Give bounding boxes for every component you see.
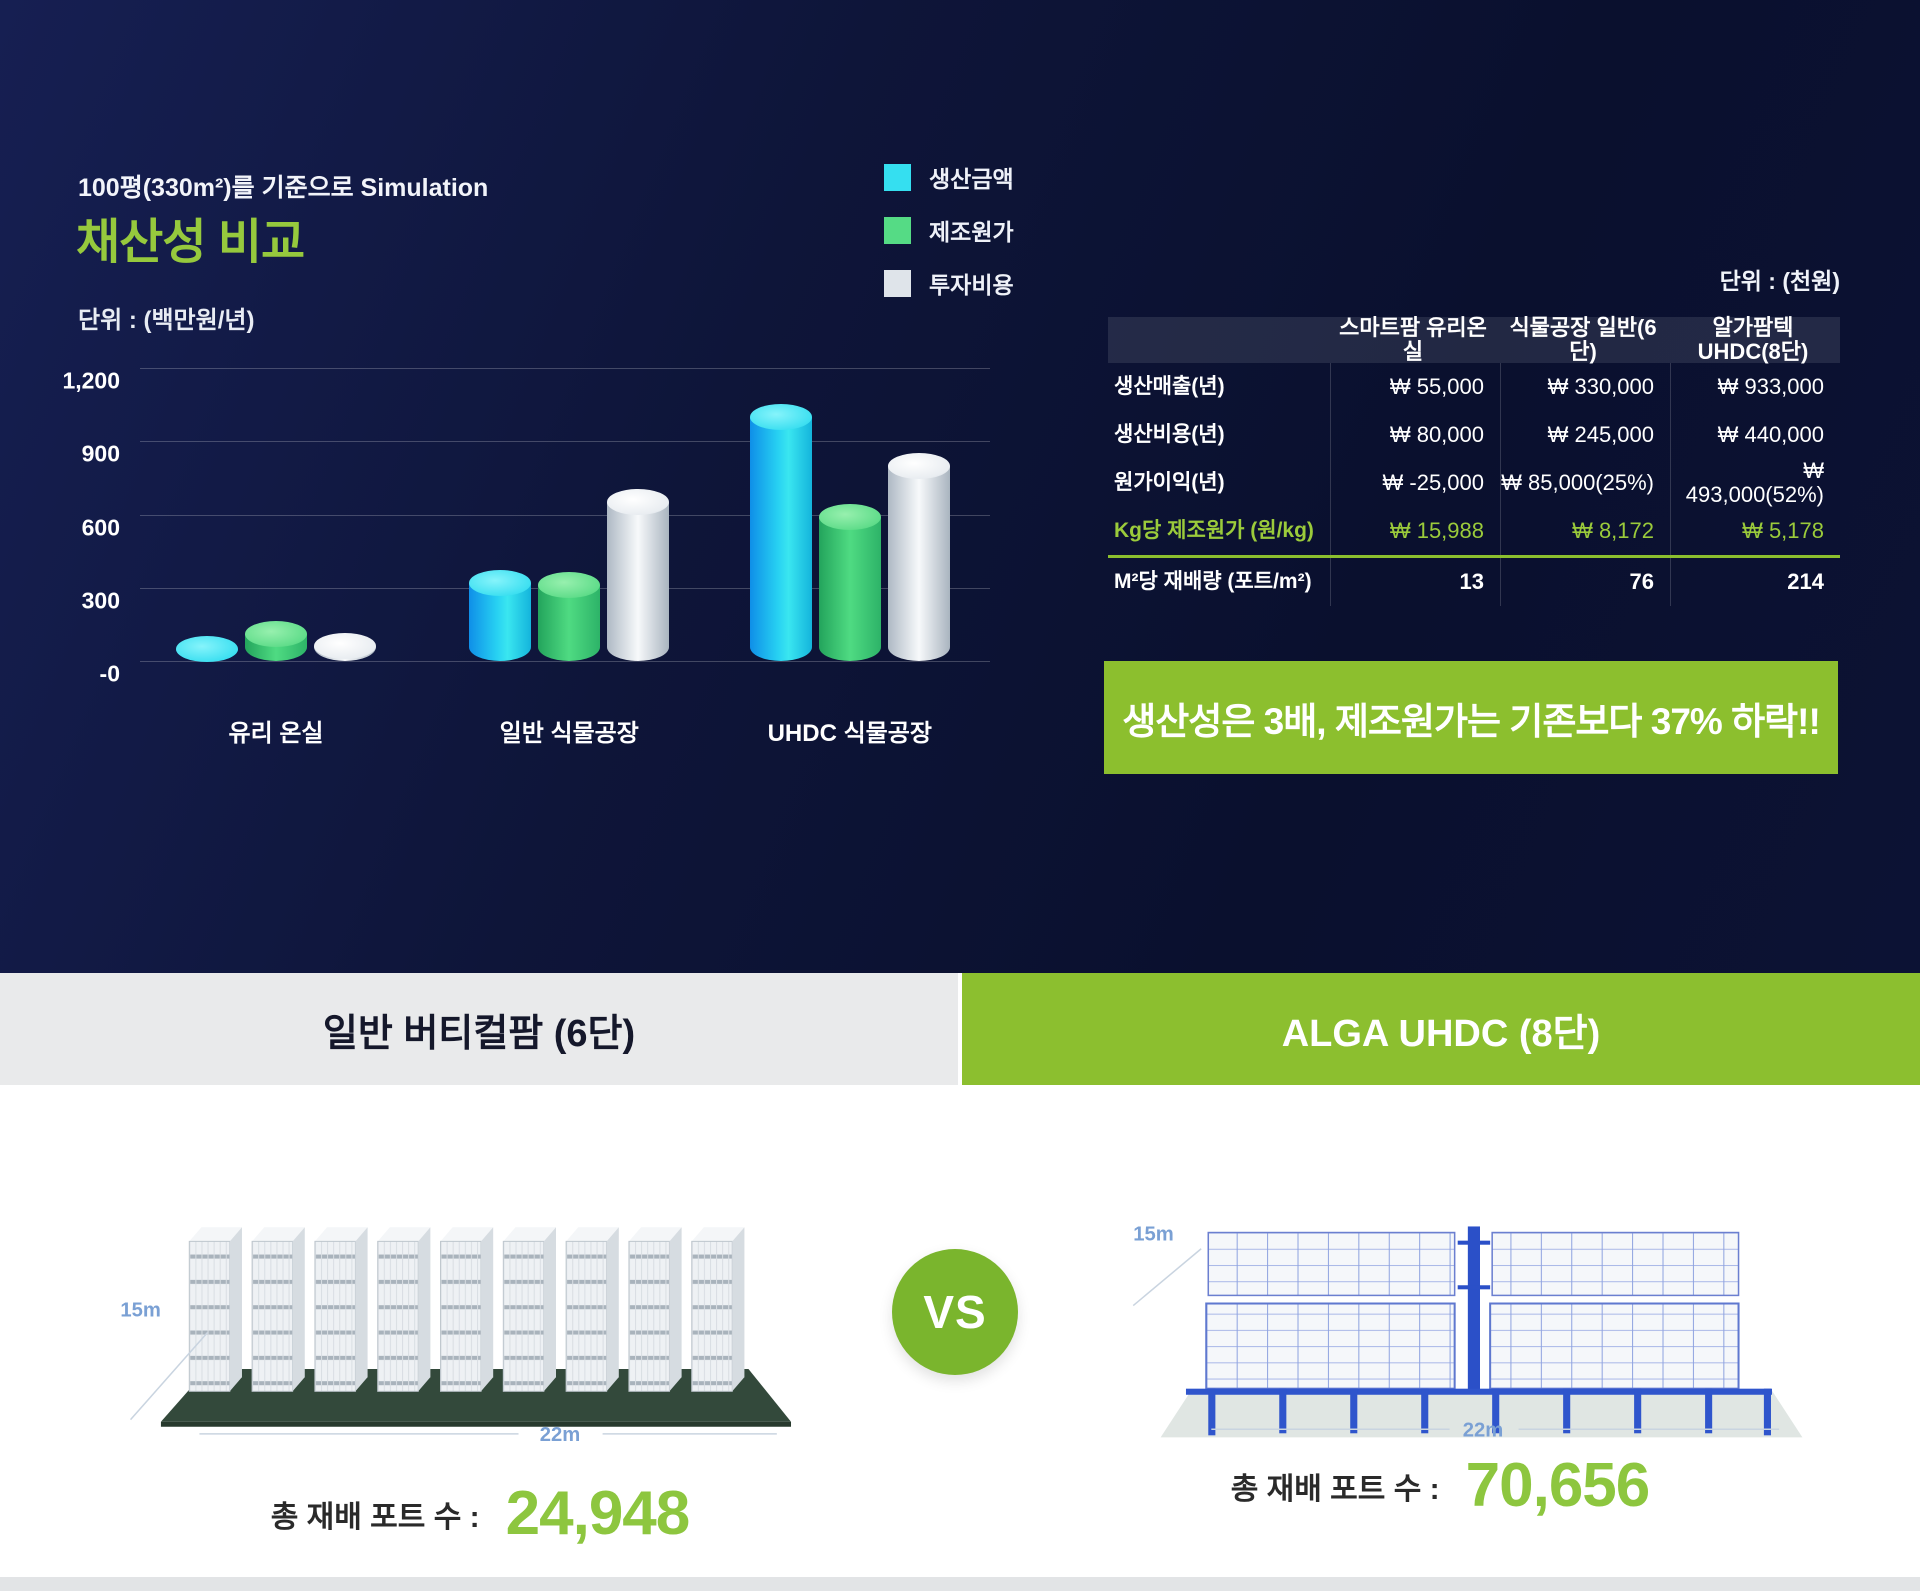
table-header-cell: 식물공장 일반(6단) — [1509, 314, 1657, 364]
x-axis-label: 유리 온실 — [228, 720, 324, 747]
table-header-cell: 스마트팜 유리온실 — [1339, 314, 1487, 364]
table-row: 생산매출(년) ₩ 55,000 ₩ 330,000 ₩ 933,000 — [1108, 363, 1840, 411]
legend-swatch — [884, 216, 911, 244]
legend-label: 제조원가 — [929, 219, 1014, 245]
dim-depth-line — [129, 1332, 209, 1421]
table-row: Kg당 제조원가 (원/kg) ₩ 15,988 ₩ 8,172 ₩ 5,178 — [1108, 507, 1840, 555]
page-title: 채산성 비교 — [76, 216, 305, 269]
y-axis-tick: 1,200 — [62, 367, 120, 394]
right-farm-header: ALGA UHDC (8단) — [962, 973, 1920, 1085]
farm-6tier-illustration: 15m 22m — [120, 1227, 792, 1446]
bar-제조원가 — [538, 572, 601, 661]
chart-unit-label: 단위 : (백만원/년) — [78, 307, 255, 334]
legend-item: 생산금액 — [884, 160, 1014, 194]
left-total-label: 총 재배 포트 수 : — [270, 1500, 480, 1534]
table-cell: ₩ 5,178 — [1670, 507, 1840, 555]
right-total-row: 총 재배 포트 수 : 70,656 — [960, 1450, 1920, 1521]
dim-width-label: 22m — [540, 1424, 581, 1446]
x-axis-label: UHDC 식물공장 — [767, 720, 932, 747]
dim-depth-line — [1132, 1248, 1202, 1307]
table-unit-label: 단위 : (천원) — [1719, 268, 1840, 294]
table-row: 원가이익(년) ₩ -25,000 ₩ 85,000(25%) ₩ 493,000(5… — [1108, 458, 1840, 507]
gridline — [140, 441, 990, 443]
right-total-label: 총 재배 포트 수 : — [1230, 1472, 1440, 1506]
bar-투자비용 — [887, 453, 950, 661]
gridline — [140, 661, 990, 662]
legend-swatch — [884, 269, 911, 297]
table-cell: ₩ 15,988 — [1330, 507, 1500, 555]
highlight-banner: 생산성은 3배, 제조원가는 기존보다 37% 하락!! — [1104, 661, 1838, 774]
bar-group: 유리 온실 — [176, 621, 376, 747]
left-farm-header: 일반 버티컬팜 (6단) — [0, 973, 958, 1085]
legend-item: 투자비용 — [884, 266, 1014, 300]
table-row: 생산비용(년) ₩ 80,000 ₩ 245,000 ₩ 440,000 — [1108, 411, 1840, 459]
profit-table: 스마트팜 유리온실 식물공장 일반(6단) 알가팜텍 UHDC(8단) 생산매출(년)… — [1108, 314, 1840, 606]
table-cell: 214 — [1670, 558, 1840, 606]
bar-생산금액 — [469, 570, 532, 661]
y-axis-tick: -0 — [99, 660, 120, 687]
table-cell: 76 — [1500, 558, 1670, 606]
y-axis-tick: 900 — [81, 440, 120, 467]
bar-제조원가 — [245, 621, 307, 661]
center-mast — [1467, 1226, 1480, 1391]
table-divider — [1108, 555, 1840, 558]
table-cell: ₩ 440,000 — [1670, 411, 1840, 459]
rack-banks — [1205, 1226, 1740, 1391]
bar-투자비용 — [607, 489, 670, 661]
bar-제조원가 — [818, 504, 881, 661]
farm-floor — [1160, 1390, 1803, 1438]
legend-label: 투자비용 — [929, 272, 1014, 298]
simulation-subtitle: 100평(330m²)를 기준으로 Simulation — [78, 174, 489, 202]
table-cell: ₩ 245,000 — [1500, 411, 1670, 459]
table-cell: ₩ -25,000 — [1330, 459, 1500, 507]
x-axis-label: 일반 식물공장 — [499, 720, 639, 747]
dim-depth-label: 15m — [120, 1299, 161, 1321]
table-cell: ₩ 8,172 — [1500, 507, 1670, 555]
bar-group: 일반 식물공장 — [469, 489, 670, 747]
gridline — [140, 368, 990, 369]
table-cell: 13 — [1330, 558, 1500, 606]
bottom-divider — [0, 1577, 1920, 1591]
rack-rows — [188, 1227, 745, 1392]
left-total-value: 24,948 — [505, 1479, 691, 1548]
farm-6tier-figure: 15m 22m — [88, 1125, 868, 1455]
legend-item: 제조원가 — [884, 213, 1014, 247]
y-axis-tick: 600 — [81, 514, 120, 540]
dim-width-label: 22m — [1463, 1419, 1504, 1441]
bar-생산금액 — [176, 636, 238, 662]
table-cell: ₩ 330,000 — [1500, 363, 1670, 411]
table-cell: ₩ 55,000 — [1330, 363, 1500, 411]
dim-depth-label: 15m — [1133, 1224, 1174, 1246]
table-row: M²당 재배량 (포트/m²) 13 76 214 — [1108, 558, 1840, 606]
table-cell: ₩ 933,000 — [1670, 363, 1840, 411]
table-cell: ₩ 80,000 — [1330, 411, 1500, 459]
profitability-section: 100평(330m²)를 기준으로 Simulation 채산성 비교 단위 :… — [0, 0, 1920, 973]
legend-label: 생산금액 — [929, 166, 1014, 192]
y-axis-tick: 300 — [81, 587, 120, 614]
vs-badge: VS — [892, 1249, 1018, 1375]
legend-swatch — [884, 163, 911, 191]
table-row-label: Kg당 제조원가 (원/kg) — [1114, 519, 1314, 543]
farm-8tier-illustration: 15m 22m — [1132, 1224, 1803, 1441]
table-row-label: 생산매출(년) — [1114, 375, 1225, 399]
left-total-row: 총 재배 포트 수 : 24,948 — [0, 1478, 960, 1549]
right-total-value: 70,656 — [1465, 1451, 1651, 1520]
comparison-section: 일반 버티컬팜 (6단) ALGA UHDC (8단) — [0, 973, 1920, 1591]
farm-8tier-figure: 15m 22m — [1115, 1135, 1845, 1470]
table-cell: ₩ 493,000(52%) — [1670, 458, 1840, 507]
table-row-label: 원가이익(년) — [1114, 471, 1225, 495]
bar-group: UHDC 식물공장 — [749, 404, 950, 747]
gridline — [140, 514, 990, 516]
table-row-label: 생산비용(년) — [1114, 423, 1225, 447]
table-header-cell: 알가팜텍 UHDC(8단) — [1697, 314, 1809, 364]
bar-투자비용 — [314, 633, 376, 661]
table-row-label: M²당 재배량 (포트/m²) — [1114, 570, 1312, 594]
blue-posts — [1185, 1388, 1772, 1436]
table-header-row: 스마트팜 유리온실 식물공장 일반(6단) 알가팜텍 UHDC(8단) — [1108, 314, 1840, 364]
table-cell: ₩ 85,000(25%) — [1500, 459, 1670, 507]
bar-생산금액 — [749, 404, 812, 661]
chart-plot: 1,200 900 600 300 -0 유리 온실 일반 식물공장 UHDC 식물공장 — [62, 368, 990, 747]
